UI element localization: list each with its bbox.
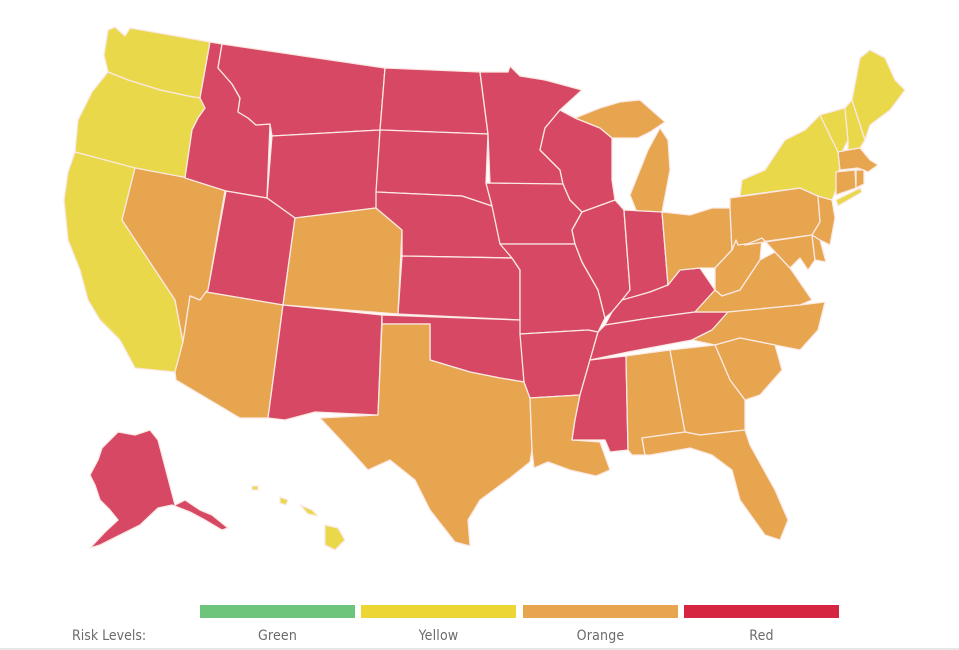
state-new-jersey[interactable] [811,195,836,246]
legend-label-green: Green [257,628,298,644]
risk-legend: Risk Levels: Green Yellow Orange Red [0,600,959,650]
bottom-divider [0,648,959,650]
state-new-york-long-island[interactable] [835,187,863,207]
state-maine[interactable] [851,49,906,141]
legend-label-yellow: Yellow [418,628,459,644]
us-risk-map [63,26,906,551]
legend-label-orange: Orange [576,628,625,644]
legend-label-red: Red [749,628,774,644]
state-kansas[interactable] [397,255,521,321]
state-florida[interactable] [641,429,789,541]
state-alaska[interactable] [89,429,229,549]
state-illinois[interactable] [571,199,631,319]
state-massachusetts[interactable] [837,147,879,173]
state-north-dakota[interactable] [379,67,489,135]
state-vermont[interactable] [819,107,849,153]
state-colorado[interactable] [282,207,403,315]
state-hawaii[interactable] [251,485,346,551]
state-arizona[interactable] [174,291,284,419]
legend-bar-yellow [361,605,516,618]
state-texas[interactable] [319,323,533,547]
state-new-mexico[interactable] [267,304,383,421]
state-wyoming[interactable] [266,129,381,219]
legend-bar-orange [523,605,678,618]
legend-bar-red [684,605,839,618]
state-rhode-island[interactable] [855,169,865,189]
legend-bar-green [200,605,355,618]
legend-title: Risk Levels: [72,628,147,644]
